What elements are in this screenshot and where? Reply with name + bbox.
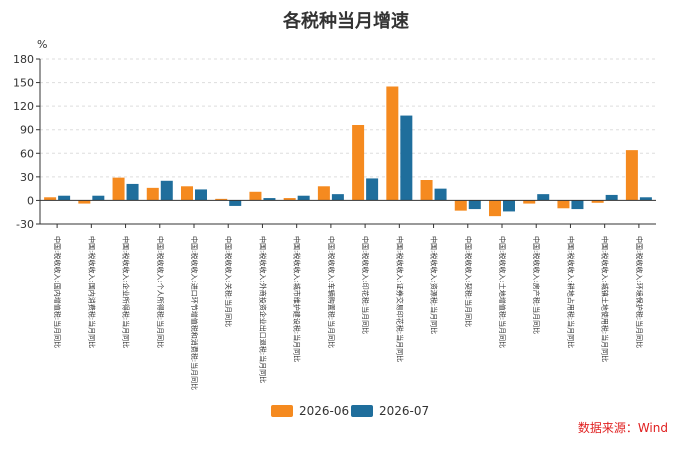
x-tick-label: 中国:税收收入:土地增值税:当月同比: [498, 236, 507, 348]
x-tick-label: 中国:税收收入:进口环节增值税和消费税:当月同比: [190, 236, 199, 390]
y-axis-unit: %: [37, 38, 47, 51]
x-tick-label: 中国:税收收入:车辆购置税:当月同比: [327, 236, 336, 348]
x-tick-label: 中国:税收收入:国内增值税:当月同比: [53, 236, 62, 348]
bar-2026-07: [160, 180, 173, 201]
bar-2026-07: [263, 198, 276, 201]
bar-2026-07: [468, 200, 481, 210]
x-axis: 中国:税收收入:国内增值税:当月同比 中国:税收收入:国内消费税:当月同比 中国:税…: [40, 199, 656, 390]
bar-2026-07: [331, 194, 344, 201]
bars: [44, 86, 652, 217]
x-tick-label: 中国:税收收入:印花税:当月同比: [361, 236, 370, 334]
bar-2026-06: [181, 186, 193, 201]
bar-2026-06: [352, 125, 365, 201]
y-tick-label: 30: [20, 171, 34, 184]
bar-2026-07: [195, 189, 207, 201]
bar-2026-06: [557, 200, 570, 209]
bar-2026-06: [112, 177, 125, 201]
legend-label-2026-07: 2026-07: [379, 404, 429, 418]
bar-2026-07: [537, 194, 550, 201]
bar-2026-06: [146, 187, 159, 201]
chart-title: 各税种当月增速: [282, 10, 409, 32]
y-tick-label: 60: [20, 147, 34, 160]
bar-2026-07: [92, 195, 105, 201]
x-tick-label: 中国:税收收入:耕地占用税:当月同比: [566, 236, 575, 348]
x-tick-label: 中国:税收收入:证券交易印花税:当月同比: [395, 236, 404, 362]
source-note: 数据来源：Wind: [578, 420, 668, 435]
y-tick-label: 0: [27, 194, 34, 207]
bar-2026-06: [489, 200, 501, 217]
bar-2026-06: [454, 200, 467, 211]
bar-2026-07: [400, 115, 413, 201]
legend-label-2026-06: 2026-06: [299, 404, 349, 418]
y-tick-label: 150: [13, 77, 34, 90]
x-tick-label: 中国:税收收入:外商投资企业出口退税:当月同比: [258, 236, 267, 383]
bar-2026-06: [420, 180, 433, 201]
x-tick-label: 中国:税收收入:环境保护税:当月同比: [635, 236, 644, 348]
bar-2026-06: [317, 186, 330, 201]
bar-2026-06: [523, 200, 536, 204]
legend-swatch-2026-06: [271, 405, 293, 417]
legend-swatch-2026-07: [351, 405, 373, 417]
bar-2026-07: [297, 195, 310, 201]
bar-2026-06: [386, 86, 399, 201]
bar-2026-06: [44, 197, 57, 201]
x-tick-label: 中国:税收收入:国内消费税:当月同比: [87, 236, 96, 348]
x-tick-label: 中国:税收收入:资源税:当月同比: [430, 236, 439, 334]
bar-2026-07: [229, 200, 242, 206]
bar-2026-07: [503, 200, 515, 212]
bar-2026-07: [434, 188, 447, 201]
y-tick-label: 180: [13, 53, 34, 66]
x-tick-label: 中国:税收收入:城镇土地使用税:当月同比: [601, 236, 610, 362]
bar-2026-06: [625, 150, 638, 201]
x-tick-label: 中国:税收收入:房产税:当月同比: [532, 236, 541, 334]
bar-2026-06: [283, 198, 296, 201]
x-tick-label: 中国:税收收入:关税:当月同比: [224, 236, 233, 327]
gridlines: [40, 58, 656, 178]
bar-2026-06: [249, 191, 262, 201]
bar-2026-07: [639, 197, 652, 201]
x-tick-label: 中国:税收收入:企业所得税:当月同比: [122, 236, 131, 348]
y-tick-label: -30: [16, 218, 34, 231]
x-tick-label: 中国:税收收入:契税:当月同比: [464, 236, 473, 327]
bar-2026-07: [571, 200, 584, 210]
bar-2026-07: [126, 183, 139, 201]
bar-2026-06: [591, 200, 604, 203]
legend: 2026-06 2026-07: [271, 404, 429, 418]
y-tick-label: 90: [20, 124, 34, 137]
bar-2026-07: [58, 195, 71, 201]
y-axis: -30 0 30 60 90 120 150 180: [13, 53, 41, 231]
y-tick-label: 120: [13, 100, 34, 113]
bar-2026-06: [78, 200, 91, 204]
bar-2026-07: [366, 178, 379, 201]
bar-2026-06: [215, 198, 228, 201]
x-tick-label: 中国:税收收入:个人所得税:当月同比: [156, 236, 165, 348]
bar-2026-07: [605, 194, 618, 201]
x-tick-label: 中国:税收收入:城市维护建设税:当月同比: [293, 236, 302, 362]
